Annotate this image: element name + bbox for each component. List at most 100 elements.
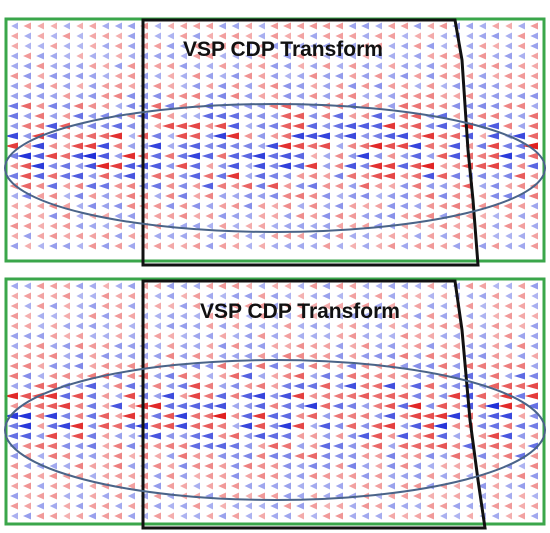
wavelet (269, 363, 278, 370)
wavelet (31, 143, 44, 150)
wavelet (283, 63, 291, 70)
wavelet (102, 53, 109, 60)
wavelet (63, 183, 70, 190)
wavelet (309, 433, 317, 440)
wavelet (412, 363, 421, 370)
wavelet (479, 303, 486, 310)
wavelet (37, 203, 44, 210)
wavelet (347, 83, 356, 90)
wavelet (284, 283, 291, 290)
wavelet (153, 443, 161, 450)
wavelet (451, 103, 460, 110)
wavelet (530, 433, 538, 440)
wavelet (398, 123, 408, 130)
wavelet (154, 33, 161, 40)
wavelet (37, 423, 44, 430)
wavelet (388, 233, 395, 240)
wavelet (475, 393, 486, 400)
wavelet (281, 383, 291, 390)
wavelet (190, 423, 200, 430)
wavelet (283, 363, 291, 370)
wavelet (359, 143, 369, 150)
wavelet (231, 283, 239, 290)
wavelet (62, 343, 70, 350)
wavelet (257, 443, 265, 450)
wavelet (333, 443, 343, 450)
wavelet (425, 403, 434, 410)
wavelet (101, 193, 109, 200)
wavelet (32, 173, 44, 180)
wavelet (426, 183, 434, 190)
wavelet (332, 123, 343, 130)
wavelet (517, 353, 525, 360)
wavelet (440, 493, 447, 500)
highlight-ellipse (5, 360, 545, 500)
wavelet (206, 203, 213, 210)
wavelet (388, 33, 395, 40)
wavelet (436, 403, 447, 410)
wavelet (401, 513, 408, 520)
wavelet (371, 423, 382, 430)
wavelet (439, 203, 447, 210)
wavelet (530, 173, 538, 180)
wavelet (128, 133, 135, 140)
wavelet (76, 243, 83, 250)
wavelet (153, 53, 161, 60)
wavelet (115, 73, 122, 80)
wavelet (294, 193, 304, 200)
wavelet (219, 73, 226, 80)
wavelet (89, 293, 96, 300)
wavelet (243, 433, 252, 440)
wavelet (500, 433, 512, 440)
wavelet (517, 203, 525, 210)
wavelet (387, 483, 395, 490)
wavelet (487, 143, 499, 150)
wavelet (176, 403, 187, 410)
wavelet (50, 503, 57, 510)
wavelet (408, 413, 421, 420)
wavelet (465, 283, 473, 290)
wavelet (218, 63, 226, 70)
wavelet (219, 503, 226, 510)
wavelet (89, 333, 96, 340)
panel: VSP CDP Transform (4, 279, 545, 528)
wavelet (206, 353, 213, 360)
wavelet (127, 343, 135, 350)
wavelet (414, 83, 421, 90)
wavelet (89, 363, 96, 370)
wavelet (205, 473, 213, 480)
wavelet (36, 333, 44, 340)
wavelet (382, 123, 395, 130)
wavelet (413, 373, 421, 380)
wavelet (426, 203, 434, 210)
wavelet (134, 423, 148, 430)
wavelet (49, 233, 57, 240)
wavelet (115, 503, 122, 510)
wavelet (75, 223, 83, 230)
wavelet (115, 293, 122, 300)
wavelet (309, 473, 317, 480)
wavelet (450, 453, 460, 460)
wavelet (439, 453, 447, 460)
wavelet (361, 73, 369, 80)
wavelet (34, 123, 44, 130)
wavelet (24, 463, 31, 470)
wavelet (151, 413, 161, 420)
wavelet (453, 223, 460, 230)
wavelet (23, 383, 31, 390)
wavelet (75, 503, 83, 510)
wavelet (244, 73, 252, 80)
wavelet (62, 83, 70, 90)
wavelet (177, 153, 187, 160)
wavelet (167, 503, 174, 510)
wavelet (310, 373, 317, 380)
wavelet (232, 223, 239, 230)
wavelet (98, 173, 109, 180)
wavelet (530, 363, 538, 370)
wavelet (373, 83, 382, 90)
wavelet (361, 83, 369, 90)
wavelet (36, 303, 44, 310)
wavelet (167, 333, 174, 340)
wavelet (49, 373, 57, 380)
wavelet (505, 183, 512, 190)
